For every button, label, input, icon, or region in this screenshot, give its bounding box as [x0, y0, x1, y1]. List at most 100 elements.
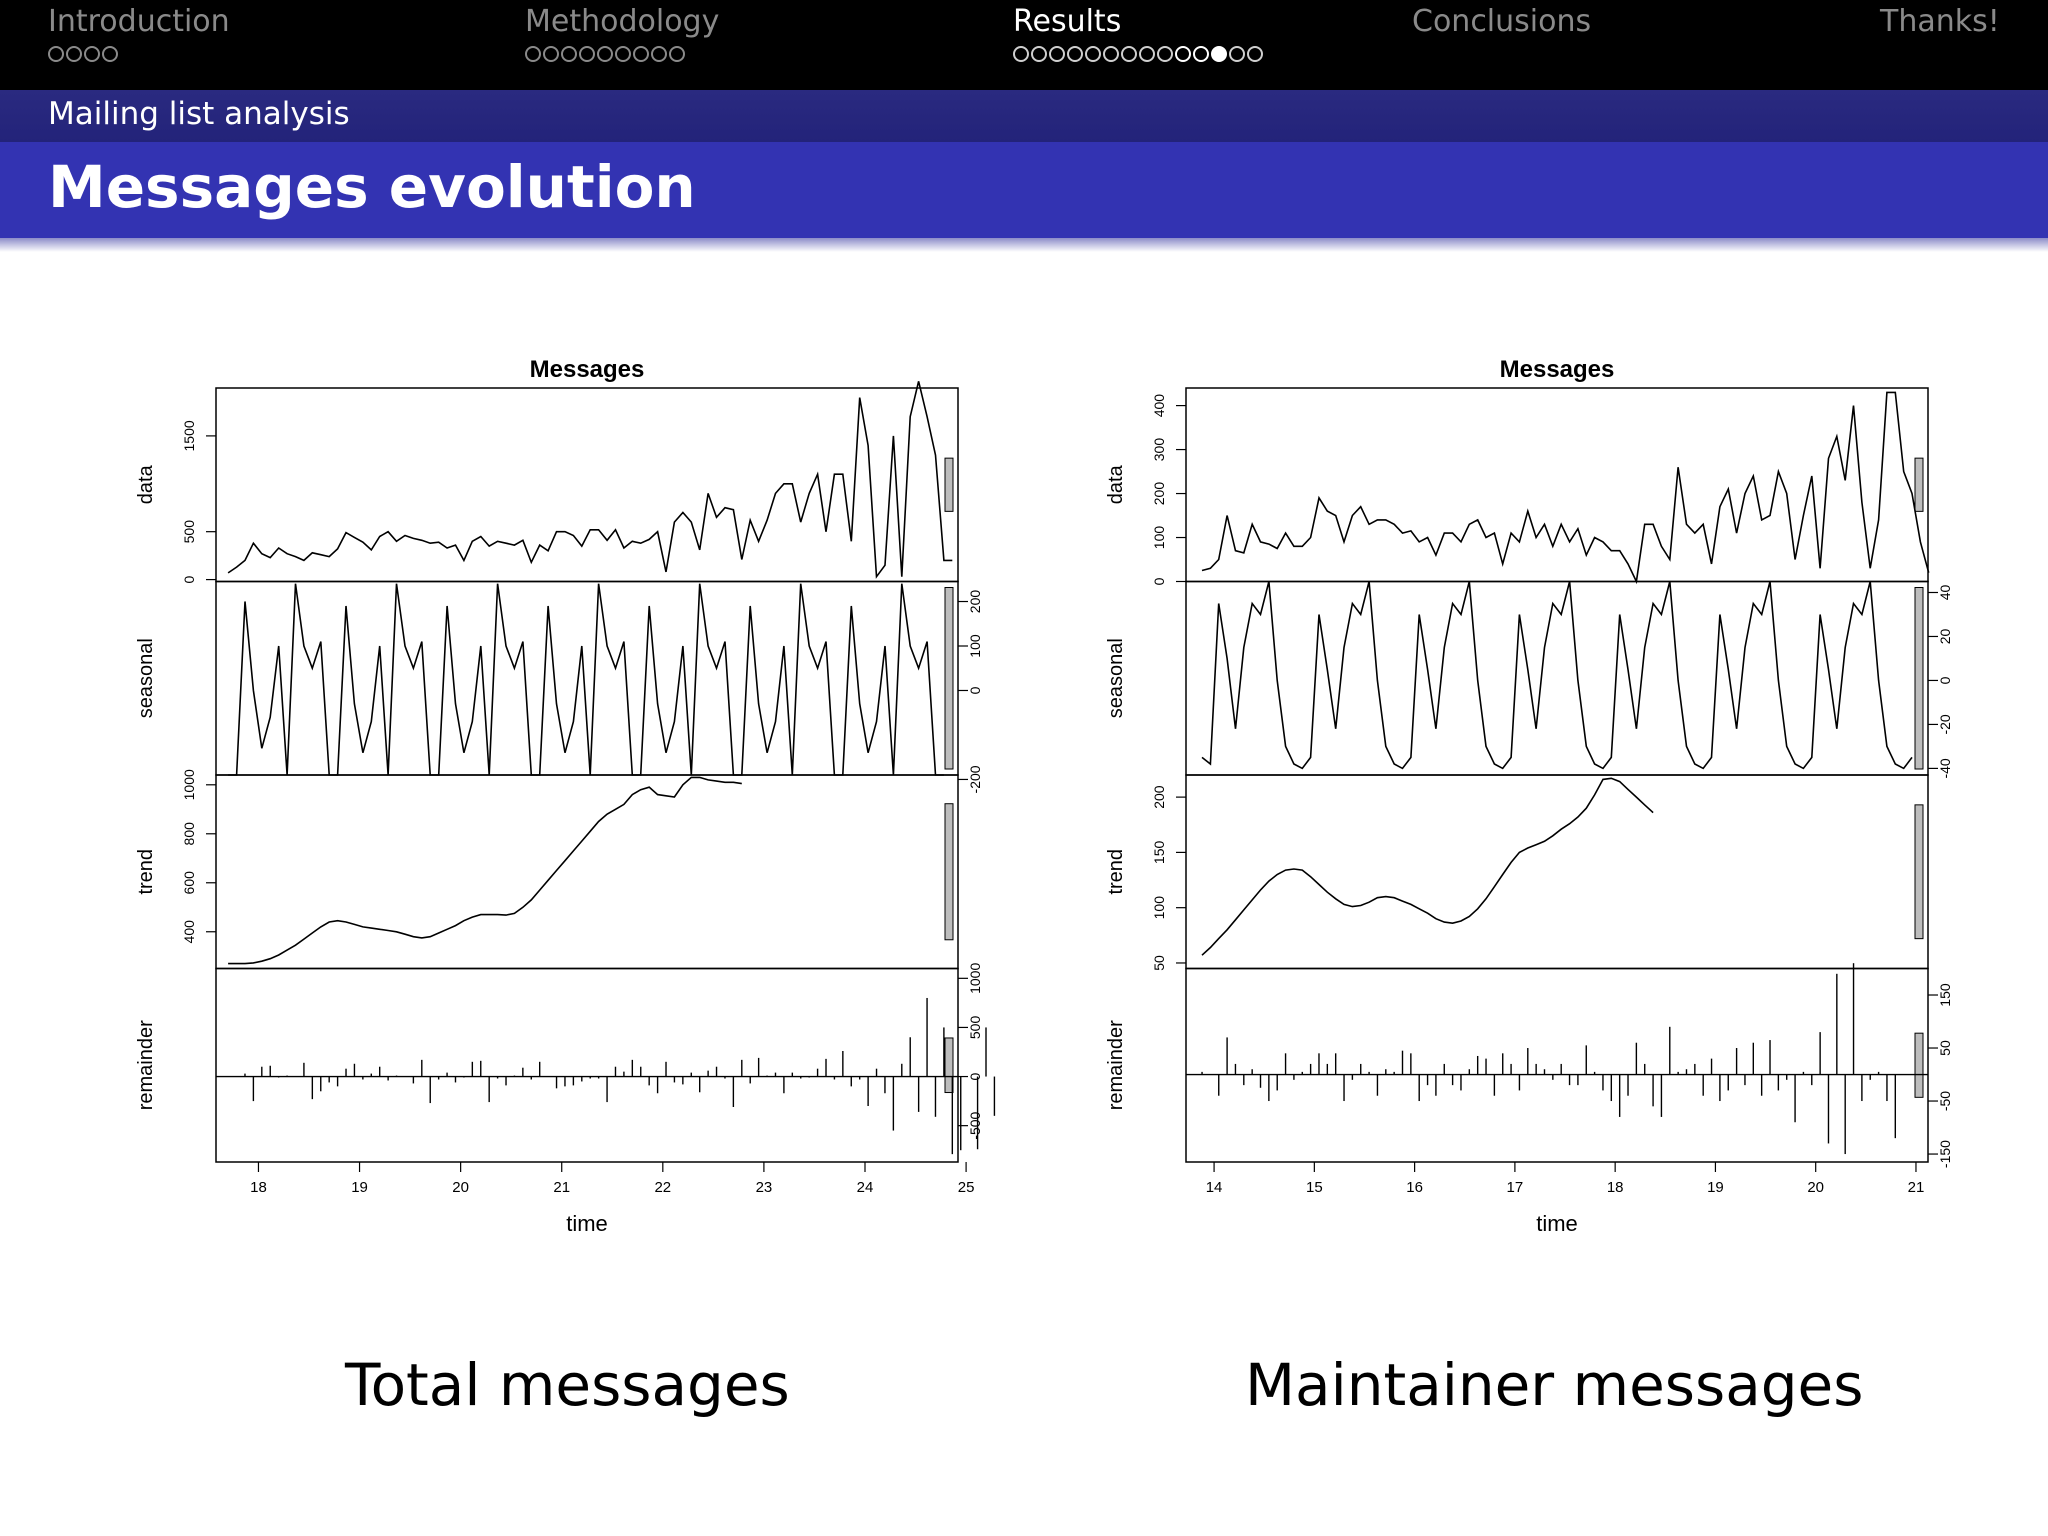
- nav-section-introduction[interactable]: Introduction: [48, 2, 230, 66]
- nav-subsection-dot[interactable]: [543, 46, 559, 62]
- nav-dots: [1013, 46, 1263, 66]
- scale-bar: [944, 457, 954, 512]
- nav-subsection-dot[interactable]: [1247, 46, 1263, 62]
- scale-bar: [1914, 457, 1924, 512]
- nav-section-methodology[interactable]: Methodology: [525, 2, 719, 66]
- panel-ylabel: remainder: [1105, 1020, 1127, 1110]
- nav-section-label[interactable]: Introduction: [48, 4, 230, 39]
- nav-section-results[interactable]: Results: [1013, 2, 1263, 66]
- panel-ylabel: data: [1105, 464, 1127, 504]
- x-tick-label: 18: [250, 1179, 267, 1196]
- x-tick-label: 20: [1807, 1179, 1824, 1196]
- nav-subsection-dot[interactable]: [66, 46, 82, 62]
- chart-title: Messages: [1500, 356, 1615, 383]
- nav-subsection-dot[interactable]: [579, 46, 595, 62]
- nav-subsection-dot[interactable]: [1211, 46, 1227, 62]
- y-tick-label: -40: [1937, 758, 1953, 778]
- x-tick-label: 24: [857, 1179, 874, 1196]
- nav-section-label[interactable]: Results: [1013, 4, 1122, 39]
- y-tick-label: -500: [967, 1111, 983, 1139]
- nav-subsection-dot[interactable]: [633, 46, 649, 62]
- nav-subsection-dot[interactable]: [615, 46, 631, 62]
- beamer-navigation-bar: Introduction Methodology Results Conclus…: [0, 0, 2048, 90]
- y-tick-label: 1000: [181, 769, 197, 800]
- y-tick-label: 500: [181, 520, 197, 544]
- x-tick-label: 17: [1507, 1179, 1524, 1196]
- y-tick-label: 200: [967, 590, 983, 614]
- nav-dots: [525, 46, 719, 66]
- panel-remainder: -150 -50 50 150 remainder: [1105, 963, 1953, 1168]
- scale-bar: [1914, 804, 1924, 940]
- y-tick-label: 50: [1151, 955, 1167, 971]
- nav-subsection-dot[interactable]: [525, 46, 541, 62]
- nav-subsection-dot[interactable]: [561, 46, 577, 62]
- series-line: [1201, 391, 1930, 585]
- nav-dots: [48, 46, 230, 66]
- panel-trend: 400 600 800 1000 trend: [135, 769, 959, 970]
- y-tick-label: 40: [1937, 584, 1953, 600]
- nav-subsection-dot[interactable]: [1049, 46, 1065, 62]
- panel-data: 0 100 200 300 400 data: [1105, 387, 1930, 585]
- nav-subsection-dot[interactable]: [669, 46, 685, 62]
- y-tick-label: 200: [1151, 482, 1167, 506]
- y-tick-label: 50: [1937, 1040, 1953, 1056]
- series-line: [228, 583, 944, 776]
- y-tick-label: -50: [1937, 1091, 1953, 1111]
- scale-bar: [944, 1037, 954, 1094]
- nav-section-label[interactable]: Methodology: [525, 4, 720, 39]
- nav-subsection-dot[interactable]: [1157, 46, 1173, 62]
- subsection-title: Mailing list analysis: [48, 96, 350, 132]
- nav-subsection-dot[interactable]: [1013, 46, 1029, 62]
- x-tick-label: 20: [452, 1179, 469, 1196]
- nav-subsection-dot[interactable]: [1175, 46, 1191, 62]
- panel-frame: [1185, 967, 1929, 1163]
- nav-subsection-dot[interactable]: [1031, 46, 1047, 62]
- panel-frame: [1185, 387, 1929, 583]
- y-tick-label: 150: [1151, 841, 1167, 865]
- series-line: [228, 776, 742, 965]
- y-tick-label: 0: [967, 1072, 983, 1080]
- scale-bar: [1914, 1032, 1924, 1098]
- y-tick-label: 600: [181, 871, 197, 895]
- frame-title: Messages evolution: [48, 153, 696, 221]
- y-tick-label: 100: [967, 634, 983, 658]
- nav-subsection-dot[interactable]: [1229, 46, 1245, 62]
- nav-dots: [1880, 46, 2000, 66]
- nav-section-label[interactable]: Conclusions: [1412, 4, 1592, 39]
- nav-subsection-dot[interactable]: [1085, 46, 1101, 62]
- nav-subsection-dot[interactable]: [1193, 46, 1209, 62]
- series-line: [227, 381, 953, 579]
- nav-subsection-dot[interactable]: [597, 46, 613, 62]
- y-tick-label: 20: [1937, 628, 1953, 644]
- nav-subsection-dot[interactable]: [1103, 46, 1119, 62]
- panel-ylabel: remainder: [135, 1020, 157, 1110]
- nav-section-label[interactable]: Thanks!: [1880, 4, 2000, 39]
- y-tick-label: 1000: [967, 963, 983, 994]
- nav-subsection-dot[interactable]: [1121, 46, 1137, 62]
- panel-frame: [215, 387, 959, 583]
- nav-subsection-dot[interactable]: [1067, 46, 1083, 62]
- nav-subsection-dot[interactable]: [651, 46, 667, 62]
- nav-subsection-dot[interactable]: [48, 46, 64, 62]
- caption-total-messages: Total messages: [345, 1351, 790, 1419]
- nav-subsection-dot[interactable]: [1139, 46, 1155, 62]
- y-tick-label: 500: [967, 1016, 983, 1040]
- series-line: [1201, 777, 1654, 956]
- panel-ylabel: data: [135, 464, 157, 504]
- stl-decomposition-chart-total: Messages05001500data-2000100200seasonal4…: [135, 356, 996, 1236]
- nav-section-thanks[interactable]: Thanks!: [1880, 2, 2000, 66]
- y-tick-label: 0: [181, 575, 197, 583]
- panel-frame: [215, 967, 959, 1163]
- y-tick-label: 0: [1937, 676, 1953, 684]
- y-tick-label: 800: [181, 822, 197, 846]
- nav-subsection-dot[interactable]: [102, 46, 118, 62]
- y-tick-label: 1500: [181, 420, 197, 451]
- x-tick-label: 19: [1707, 1179, 1724, 1196]
- nav-subsection-dot[interactable]: [84, 46, 100, 62]
- panel-data: 0 500 1500 data: [135, 381, 959, 583]
- y-tick-label: -150: [1937, 1140, 1953, 1168]
- y-tick-label: 100: [1151, 526, 1167, 550]
- y-tick-label: -20: [1937, 714, 1953, 734]
- nav-section-conclusions[interactable]: Conclusions: [1412, 2, 1591, 66]
- x-tick-label: 14: [1206, 1179, 1223, 1196]
